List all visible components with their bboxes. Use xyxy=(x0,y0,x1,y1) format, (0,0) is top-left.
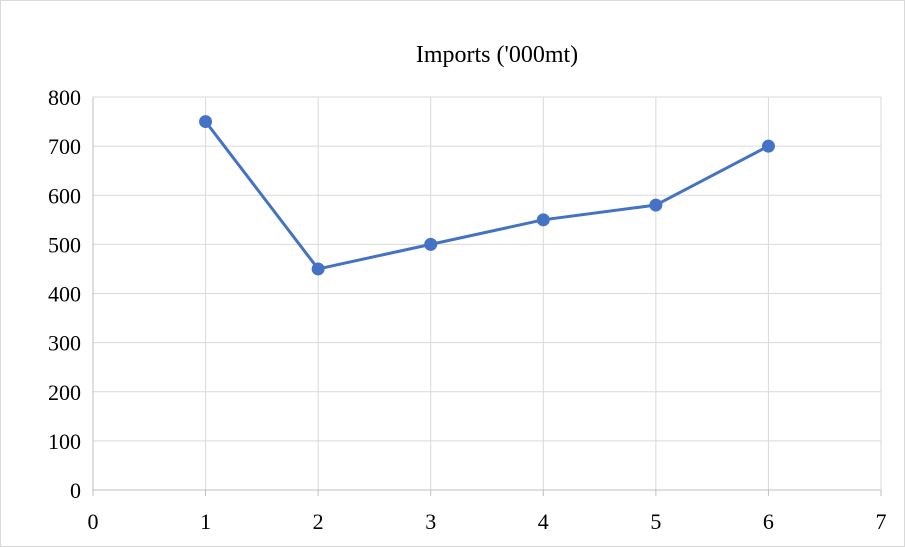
grid-lines xyxy=(93,96,882,490)
y-tick-label: 700 xyxy=(48,134,81,159)
tick-labels: 0 100 200 300 400 500 600 700 800 0 1 2 3 4 5 6 7 xyxy=(48,85,887,534)
y-tick-label: 800 xyxy=(48,85,81,110)
data-point xyxy=(311,262,325,276)
chart-title: Imports ('000mt) xyxy=(416,42,578,68)
y-tick-label: 600 xyxy=(48,183,81,208)
x-tick-label: 6 xyxy=(763,509,774,534)
x-tick-label: 0 xyxy=(88,509,99,534)
x-tick-label: 3 xyxy=(425,509,436,534)
data-point xyxy=(761,139,775,153)
data-point xyxy=(536,213,550,227)
y-tick-label: 400 xyxy=(48,282,81,307)
x-tick-label: 7 xyxy=(876,509,887,534)
series-layer xyxy=(199,115,775,276)
data-point xyxy=(649,198,663,212)
y-tick-label: 300 xyxy=(48,331,81,356)
x-tick-label: 4 xyxy=(538,509,549,534)
y-tick-label: 0 xyxy=(70,478,81,503)
y-tick-label: 500 xyxy=(48,232,81,257)
data-point xyxy=(424,237,438,251)
axes xyxy=(92,97,882,496)
series-line xyxy=(204,120,770,271)
x-tick-label: 2 xyxy=(313,509,324,534)
y-tick-label: 100 xyxy=(48,429,81,454)
data-point xyxy=(199,115,213,129)
x-tick-label: 1 xyxy=(200,509,211,534)
x-tick-label: 5 xyxy=(650,509,661,534)
y-tick-label: 200 xyxy=(48,380,81,405)
